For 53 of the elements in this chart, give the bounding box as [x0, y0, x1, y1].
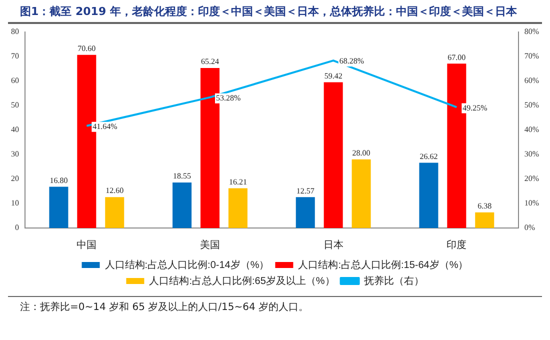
data-label: 16.80	[50, 176, 68, 185]
data-label: 65.24	[201, 57, 219, 66]
y2-tick-label: 30%	[524, 150, 540, 159]
y-tick-label: 40	[11, 124, 19, 134]
x-tick-label: 印度	[446, 238, 467, 251]
y-tick-label: 80	[11, 26, 19, 36]
x-tick-label: 美国	[200, 238, 220, 251]
y-tick-label: 30	[11, 150, 19, 159]
bar	[228, 188, 248, 228]
y2-tick-label: 80%	[524, 26, 540, 36]
data-label: 26.62	[420, 152, 438, 161]
bar	[352, 159, 371, 228]
data-label: 68.28%	[339, 56, 364, 66]
data-label: 6.38	[478, 201, 492, 210]
bar	[419, 162, 438, 228]
data-label: 16.21	[228, 177, 247, 186]
legend-label: 抚养比（右）	[362, 274, 424, 287]
text: 注：抚养比=0~14 岁和 65 岁及以上的人口/15~64 岁的人口。	[8, 296, 542, 317]
data-label: 49.25%	[462, 103, 488, 112]
y2-tick-label: 70%	[524, 51, 540, 60]
y-tick-label: 50	[11, 100, 19, 110]
data-label: 28.00	[352, 148, 370, 158]
y-tick-label: 70	[11, 51, 19, 60]
legend-label: 人口结构:占总人口比例:15-64岁（%）	[298, 258, 468, 271]
y2-tick-label: 50%	[524, 100, 540, 110]
data-label: 12.60	[106, 186, 124, 196]
legend-label: 人口结构:占总人口比例:65岁及以上（%）	[149, 274, 335, 287]
bar	[475, 212, 494, 228]
chart-title: 图1：截至 2019 年，老龄化程度：印度＜中国＜美国＜日本，总体抚养比：中国＜印度＜美国＜日本	[8, 0, 542, 24]
y-tick-label: 60	[11, 76, 19, 85]
y-tick-label: 10	[11, 198, 19, 208]
bar	[172, 182, 192, 228]
y2-tick-label: 20%	[524, 174, 540, 184]
y2-tick-label: 40%	[524, 124, 540, 134]
bar	[105, 197, 124, 228]
bar	[296, 197, 315, 228]
data-label: 53.28%	[216, 93, 241, 102]
data-label: 41.64%	[92, 122, 118, 131]
data-label: 67.00	[448, 52, 466, 62]
data-label: 18.55	[173, 172, 192, 181]
x-tick-label: 中国	[76, 238, 97, 251]
y-tick-label: 20	[11, 174, 19, 184]
x-tick-label: 日本	[323, 238, 344, 251]
legend-label: 人口结构:占总人口比例:0-14岁（%）	[104, 258, 270, 271]
y2-tick-label: 10%	[524, 198, 540, 208]
bar	[49, 186, 68, 228]
data-label: 59.42	[324, 71, 342, 80]
data-label: 70.60	[78, 44, 96, 53]
y2-tick-label: 60%	[524, 76, 540, 85]
y-tick-label: 0	[15, 223, 19, 232]
y2-tick-label: 0%	[524, 223, 536, 232]
bar	[324, 82, 343, 228]
data-label: 12.57	[296, 186, 314, 196]
